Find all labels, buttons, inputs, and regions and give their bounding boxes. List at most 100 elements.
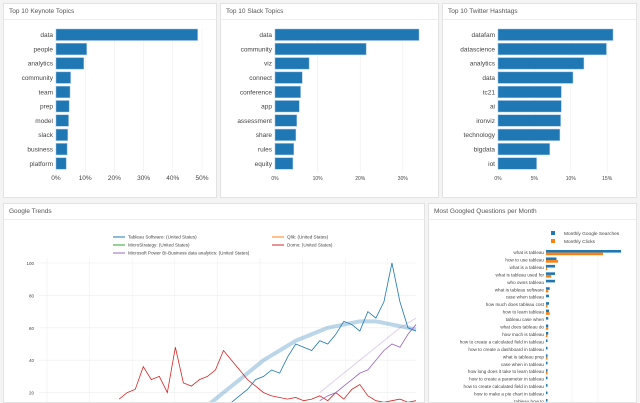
- tick-label: 0%: [494, 176, 502, 182]
- bar-rules: [274, 143, 294, 156]
- trend-line: [319, 317, 417, 393]
- panel-title: Top 10 Keynote Topics: [4, 4, 216, 20]
- bar-clicks: [546, 334, 548, 338]
- bar-community: [274, 43, 367, 56]
- category-label: how to create a dashboard in tableau: [468, 347, 544, 352]
- bar-app: [274, 100, 300, 113]
- legend-label: MicroStrategy: (United States): [128, 243, 190, 248]
- legend-swatch: [551, 239, 555, 243]
- y-tick-label: 80: [29, 293, 35, 298]
- bar-searches: [546, 399, 548, 402]
- category-label: platform: [30, 161, 53, 168]
- category-label: app: [261, 104, 272, 111]
- bar-ai: [497, 100, 562, 113]
- bar-searches: [546, 294, 549, 298]
- bar-team: [55, 85, 71, 98]
- category-label: data: [259, 32, 272, 39]
- bar-searches: [546, 331, 549, 335]
- bar-connect: [274, 71, 303, 84]
- category-label: viz: [264, 61, 272, 68]
- bar-searches: [546, 272, 555, 275]
- bar-clicks: [546, 304, 548, 308]
- legend-label: Monthly Google Searches: [564, 231, 620, 237]
- legend-label: Qlik: (United States): [287, 235, 329, 240]
- tick-label: 30%: [137, 175, 150, 182]
- legend-label: Domo: (United States): [287, 243, 333, 248]
- bar-clicks: [546, 252, 603, 256]
- category-label: assessment: [237, 118, 272, 125]
- category-label: equity: [255, 161, 273, 168]
- bar-data: [497, 71, 574, 84]
- bar-searches: [546, 324, 549, 328]
- panel-keynote: Top 10 Keynote Topics 0% 10% 20% 30% 40% 50% d…: [3, 3, 217, 198]
- bar-clicks: [546, 289, 549, 293]
- bar-searches: [546, 250, 621, 253]
- panel-questions: Most Googled Questions per Month Monthly…: [428, 203, 637, 403]
- category-label: what is tableau software: [495, 287, 545, 292]
- bar-iot: [497, 157, 537, 170]
- bar-datafam: [497, 28, 614, 41]
- series-line: [118, 347, 417, 402]
- bar-equity: [274, 157, 294, 170]
- tick-label: 40%: [166, 175, 179, 182]
- y-tick-label: 60: [29, 326, 35, 331]
- category-label: how to make a pie chart in tableau: [474, 392, 544, 397]
- panel-title: Top 10 Slack Topics: [221, 4, 438, 20]
- series-line: [319, 324, 417, 402]
- category-label: bigdata: [474, 146, 496, 153]
- category-label: rules: [258, 146, 273, 153]
- category-label: how much does tableau cost: [486, 302, 545, 307]
- category-label: how to create calculated field in tablea…: [464, 384, 545, 389]
- category-label: case when in tableau: [501, 362, 545, 367]
- bar-clicks: [546, 274, 552, 278]
- category-label: what is tableau used for: [495, 272, 544, 277]
- bar-slack: [55, 128, 68, 141]
- y-tick-label: 20: [29, 391, 35, 396]
- bar-searches: [546, 302, 549, 305]
- y-tick-label: 100: [26, 261, 34, 266]
- bar-bigdata: [497, 143, 550, 156]
- category-label: team: [39, 89, 53, 96]
- bar-analytics: [497, 57, 585, 70]
- category-label: analytics: [470, 61, 496, 68]
- category-label: what is tableau prep: [503, 354, 545, 359]
- panel-trends: Google Trends 20 40 60 80 100 Tableau Softwar…: [3, 203, 425, 403]
- trends-chart: 20 40 60 80 100 Tableau Software: (United Sta…: [26, 235, 417, 402]
- bar-conference: [274, 85, 301, 98]
- tick-label: 30%: [398, 176, 409, 182]
- bar-community: [55, 71, 71, 84]
- bar-searches: [546, 287, 550, 290]
- category-label: how to use tableau: [505, 257, 544, 262]
- category-label: prep: [40, 104, 53, 111]
- legend-label: Monthly Clicks: [564, 239, 596, 245]
- category-label: data: [482, 75, 495, 82]
- bar-clicks: [546, 327, 549, 330]
- bar-analytics: [55, 57, 84, 70]
- category-label: datafam: [472, 32, 496, 39]
- bar-prep: [55, 100, 70, 113]
- series-line: [231, 262, 417, 402]
- tick-label: 0%: [51, 175, 61, 182]
- bar-clicks: [546, 371, 548, 375]
- category-label: connect: [249, 75, 272, 82]
- category-label: analytics: [28, 61, 54, 68]
- category-label: what is tableau: [513, 250, 544, 255]
- legend-label: Microsoft Power BI-Business data analyti…: [128, 251, 250, 256]
- tick-label: 10%: [566, 176, 577, 182]
- category-label: business: [27, 146, 53, 153]
- slack-chart: 0% 10% 20% 30% data community viz connect confer…: [237, 28, 420, 182]
- bar-assessment: [274, 114, 297, 127]
- bar-searches: [546, 361, 548, 365]
- category-label: how to create a parameter in tableau: [469, 377, 544, 382]
- panel-twitter: Top 10 Twitter Hashtags 0% 5% 10% 15% datafa…: [442, 3, 637, 198]
- bar-platform: [55, 157, 67, 170]
- category-label: tableau case when: [506, 317, 545, 322]
- category-label: what is a tableau: [510, 265, 545, 270]
- category-label: data: [40, 32, 53, 39]
- trend-line: [208, 319, 417, 402]
- category-label: community: [22, 75, 54, 82]
- category-label: what does tableau do: [500, 325, 544, 330]
- bar-searches: [546, 317, 549, 320]
- category-label: ai: [490, 104, 495, 111]
- category-label: how long does it take to learn tableau: [468, 369, 545, 374]
